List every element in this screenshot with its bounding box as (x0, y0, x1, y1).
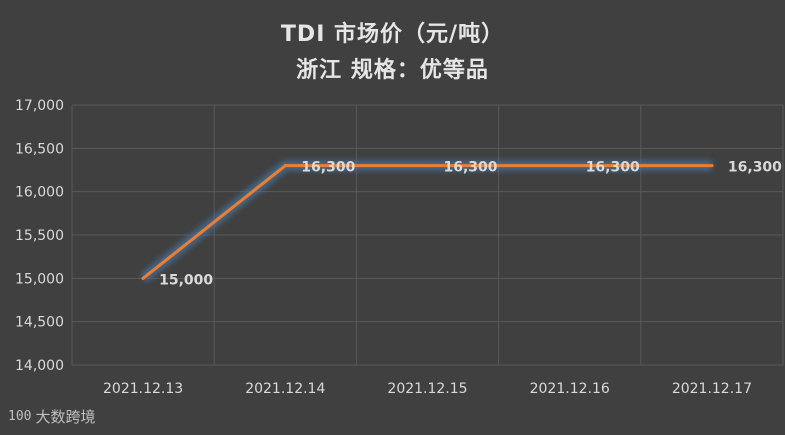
watermark: 100 大数跨境 (8, 406, 96, 427)
y-tick-label: 15,500 (15, 228, 64, 244)
data-label: 16,300 (728, 160, 782, 176)
data-label: 16,300 (444, 160, 498, 176)
y-tick-label: 16,500 (15, 141, 64, 157)
data-point (710, 164, 714, 168)
watermark-text: 大数跨境 (35, 408, 96, 426)
data-point (283, 164, 287, 168)
data-point (426, 164, 429, 168)
y-tick-label: 14,000 (15, 358, 64, 374)
y-tick-label: 16,000 (15, 185, 64, 201)
y-tick-label: 14,500 (15, 315, 64, 331)
y-tick-label: 15,000 (15, 271, 64, 287)
data-label: 15,000 (159, 272, 213, 288)
x-tick-label: 2021.12.15 (387, 381, 467, 397)
data-label: 16,300 (586, 160, 640, 176)
data-point (141, 276, 145, 280)
data-label: 16,300 (301, 160, 355, 176)
chart-subtitle: 浙江 规格：优等品 (296, 58, 489, 83)
x-tick-label: 2021.12.13 (103, 381, 183, 397)
series-line-glow (139, 160, 712, 283)
x-tick-label: 2021.12.17 (672, 381, 752, 397)
watermark-logo: 100 (8, 409, 32, 424)
x-tick-label: 2021.12.16 (530, 381, 610, 397)
y-tick-label: 17,000 (15, 98, 64, 114)
x-tick-label: 2021.12.14 (245, 381, 325, 397)
data-point (568, 164, 572, 168)
chart-title: TDI 市场价（元/吨） (280, 22, 505, 47)
series-line (141, 164, 714, 280)
